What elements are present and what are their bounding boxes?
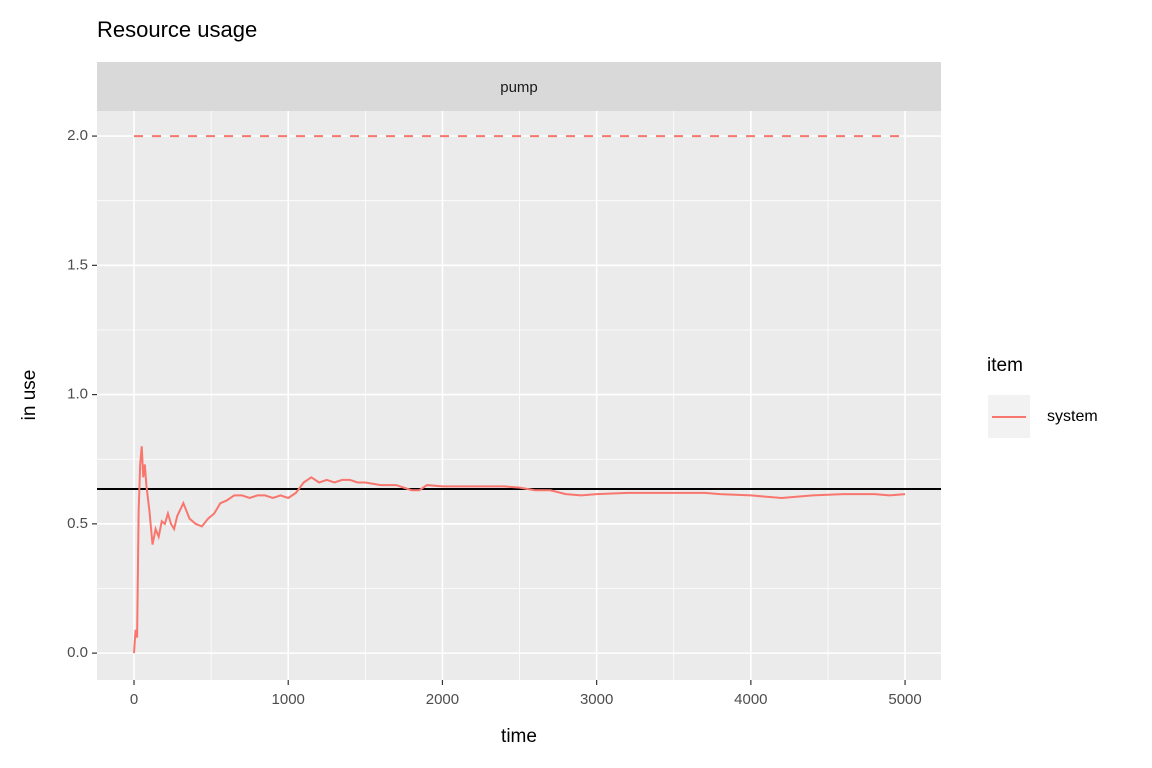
x-tick-label: 1000 [272, 691, 305, 708]
y-tick-label: 1.5 [67, 256, 88, 273]
y-tick-label: 2.0 [67, 127, 88, 144]
facet-label: pump [500, 79, 538, 96]
y-tick-label: 0.5 [67, 515, 88, 532]
x-tick-label: 0 [130, 691, 138, 708]
y-axis-label: in use [19, 370, 40, 421]
chart-title: Resource usage [97, 17, 257, 42]
y-tick-label: 0.0 [67, 644, 88, 661]
x-tick-label: 3000 [580, 691, 613, 708]
y-tick-label: 1.0 [67, 386, 88, 403]
data-line [133, 446, 906, 654]
x-tick-label: 5000 [888, 691, 921, 708]
legend-label: system [1047, 408, 1098, 425]
x-tick-label: 2000 [426, 691, 459, 708]
x-tick-label: 4000 [734, 691, 767, 708]
x-axis-label: time [501, 726, 537, 747]
legend-title: item [987, 355, 1023, 376]
facet-strip [97, 62, 941, 111]
panel [97, 111, 941, 680]
